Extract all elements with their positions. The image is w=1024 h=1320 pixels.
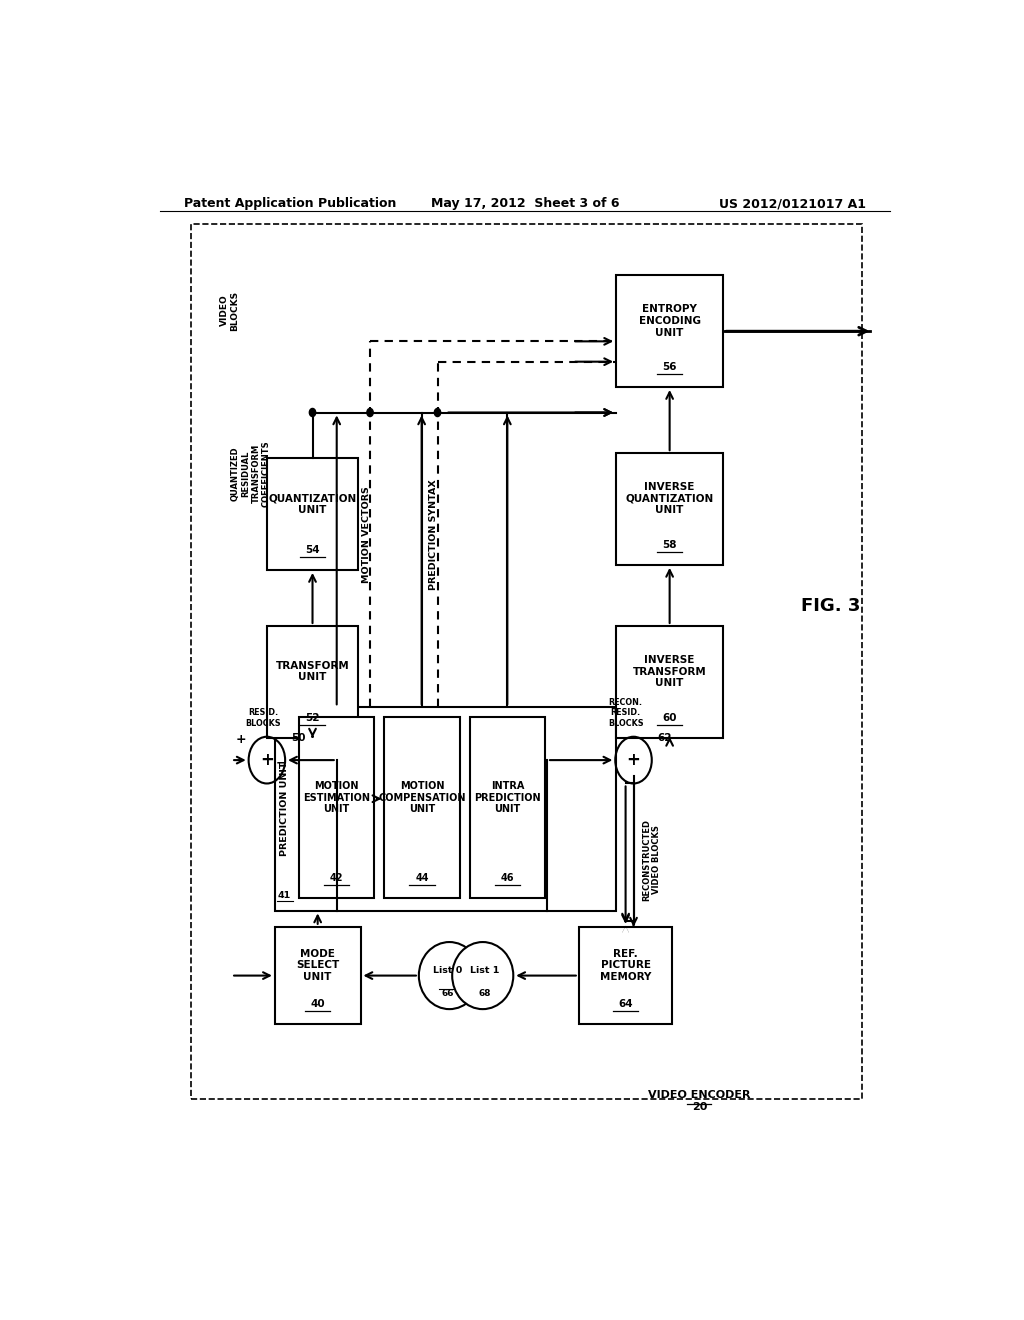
Text: +: + <box>236 734 246 746</box>
FancyBboxPatch shape <box>616 276 723 387</box>
FancyBboxPatch shape <box>219 235 830 1089</box>
Text: RECONSTRUCTED
VIDEO BLOCKS: RECONSTRUCTED VIDEO BLOCKS <box>642 818 662 900</box>
Ellipse shape <box>419 942 480 1008</box>
Text: −: − <box>275 756 287 770</box>
Text: TRANSFORM
UNIT: TRANSFORM UNIT <box>275 661 349 682</box>
Text: 68: 68 <box>478 989 490 998</box>
FancyBboxPatch shape <box>579 927 673 1024</box>
FancyBboxPatch shape <box>470 718 546 899</box>
Text: 50: 50 <box>291 733 305 743</box>
Text: PREDICTION UNIT: PREDICTION UNIT <box>280 762 289 857</box>
FancyBboxPatch shape <box>616 626 723 738</box>
Text: 40: 40 <box>310 999 325 1008</box>
FancyBboxPatch shape <box>267 626 358 738</box>
Text: INTRA
PREDICTION
UNIT: INTRA PREDICTION UNIT <box>474 781 541 814</box>
Text: US 2012/0121017 A1: US 2012/0121017 A1 <box>719 197 866 210</box>
Text: Patent Application Publication: Patent Application Publication <box>183 197 396 210</box>
Text: MOTION
COMPENSATION
UNIT: MOTION COMPENSATION UNIT <box>378 781 466 814</box>
Text: QUANTIZED
RESIDUAL
TRANSFORM
COEFFICIENTS: QUANTIZED RESIDUAL TRANSFORM COEFFICIENT… <box>230 440 271 507</box>
FancyBboxPatch shape <box>274 708 616 911</box>
Text: INVERSE
TRANSFORM
UNIT: INVERSE TRANSFORM UNIT <box>633 655 707 688</box>
Text: REF.
PICTURE
MEMORY: REF. PICTURE MEMORY <box>600 949 651 982</box>
FancyBboxPatch shape <box>191 224 862 1098</box>
Circle shape <box>434 408 440 417</box>
Text: FIG. 3: FIG. 3 <box>801 597 860 615</box>
Circle shape <box>309 408 315 417</box>
Text: ENTROPY
ENCODING
UNIT: ENTROPY ENCODING UNIT <box>639 305 700 338</box>
FancyBboxPatch shape <box>299 718 374 899</box>
Text: 54: 54 <box>305 545 319 554</box>
Text: 60: 60 <box>663 713 677 722</box>
Text: May 17, 2012  Sheet 3 of 6: May 17, 2012 Sheet 3 of 6 <box>430 197 620 210</box>
Circle shape <box>367 408 373 417</box>
Text: VIDEO ENCODER: VIDEO ENCODER <box>648 1090 751 1101</box>
Text: PREDICTION SYNTAX: PREDICTION SYNTAX <box>429 479 438 590</box>
Text: MOTION VECTORS: MOTION VECTORS <box>361 486 371 583</box>
Text: List 1: List 1 <box>470 966 499 975</box>
Text: +: + <box>260 751 273 770</box>
Text: INVERSE
QUANTIZATION
UNIT: INVERSE QUANTIZATION UNIT <box>626 482 714 516</box>
Text: MOTION
ESTIMATION
UNIT: MOTION ESTIMATION UNIT <box>303 781 370 814</box>
FancyBboxPatch shape <box>274 927 360 1024</box>
Text: 66: 66 <box>441 989 454 998</box>
Text: RECON.
RESID.
BLOCKS: RECON. RESID. BLOCKS <box>608 698 643 727</box>
Text: RESID.
BLOCKS: RESID. BLOCKS <box>245 709 281 727</box>
Text: VIDEO
BLOCKS: VIDEO BLOCKS <box>220 290 240 330</box>
Text: 58: 58 <box>663 540 677 549</box>
FancyBboxPatch shape <box>384 718 460 899</box>
FancyBboxPatch shape <box>616 453 723 565</box>
Text: QUANTIZATION
UNIT: QUANTIZATION UNIT <box>268 494 356 515</box>
Ellipse shape <box>453 942 513 1008</box>
Text: 41: 41 <box>278 891 291 900</box>
Text: MODE
SELECT
UNIT: MODE SELECT UNIT <box>296 949 339 982</box>
Text: +: + <box>627 751 640 770</box>
Text: 52: 52 <box>305 713 319 722</box>
Text: 62: 62 <box>657 733 672 743</box>
FancyBboxPatch shape <box>267 458 358 570</box>
Text: 20: 20 <box>691 1102 708 1111</box>
Text: 64: 64 <box>618 999 633 1008</box>
Text: 56: 56 <box>663 362 677 372</box>
Text: 44: 44 <box>416 873 429 883</box>
Text: List 0: List 0 <box>433 966 463 975</box>
Text: 42: 42 <box>330 873 343 883</box>
Text: 46: 46 <box>501 873 514 883</box>
